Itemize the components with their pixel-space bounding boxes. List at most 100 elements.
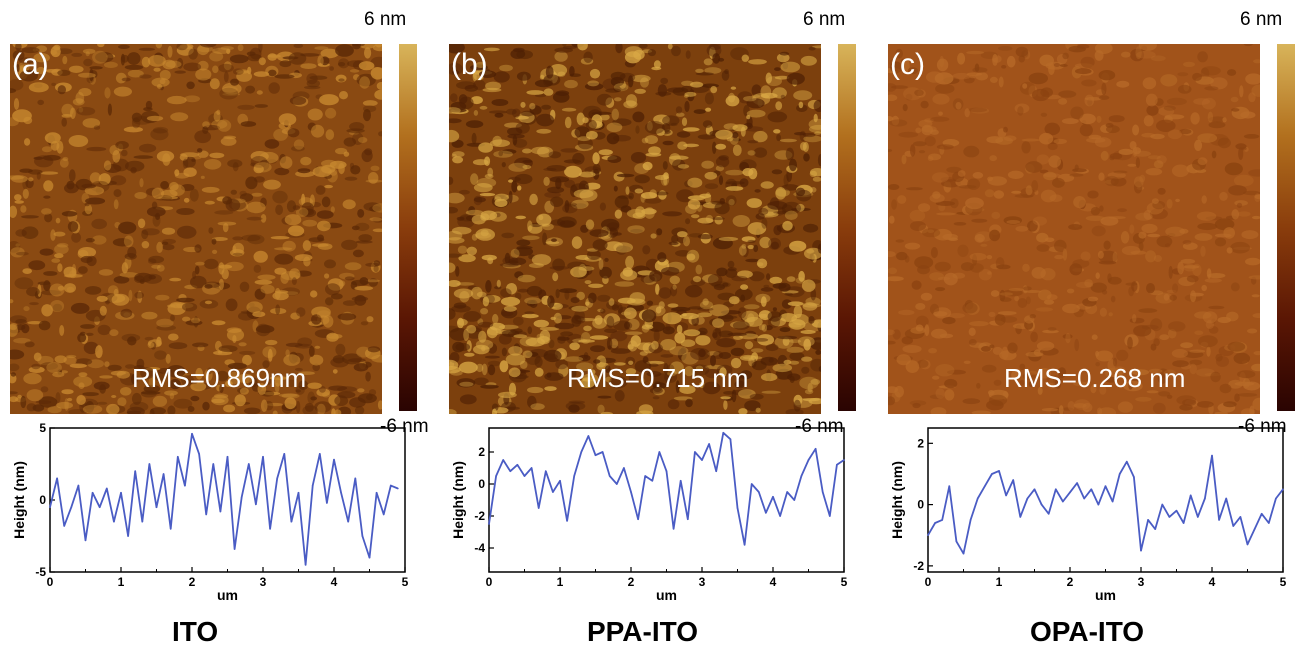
afm-grain <box>234 394 246 407</box>
afm-grain <box>699 300 714 310</box>
y-axis-label: Height (nm) <box>450 461 466 539</box>
afm-grain <box>579 189 598 202</box>
afm-grain <box>963 145 980 158</box>
afm-grain <box>131 392 142 405</box>
afm-grain <box>728 92 736 103</box>
afm-grain <box>901 58 906 63</box>
afm-grain <box>1186 275 1199 283</box>
afm-grain <box>592 152 600 165</box>
afm-grain <box>459 381 474 387</box>
afm-grain <box>740 284 749 290</box>
afm-grain <box>246 201 266 214</box>
afm-grain <box>274 247 293 251</box>
afm-grain <box>778 282 791 292</box>
afm-grain <box>1048 155 1061 168</box>
afm-grain <box>272 410 278 414</box>
afm-grain <box>1116 349 1129 361</box>
afm-grain <box>314 46 329 50</box>
afm-grain <box>274 74 295 79</box>
rms-label: RMS=0.869nm <box>132 363 307 393</box>
afm-grain <box>765 343 779 352</box>
afm-grain <box>1006 220 1021 224</box>
afm-grain <box>278 393 298 398</box>
afm-grain <box>306 79 320 88</box>
afm-grain <box>510 328 523 334</box>
afm-grain <box>999 292 1013 296</box>
afm-grain <box>31 363 41 370</box>
data-point <box>488 523 490 525</box>
afm-grain <box>269 376 289 380</box>
afm-grain <box>332 369 338 374</box>
afm-grain <box>1022 263 1030 272</box>
afm-grain <box>802 303 821 308</box>
afm-grain <box>1113 366 1126 375</box>
afm-grain <box>78 72 96 78</box>
afm-grain <box>732 131 739 139</box>
data-point <box>340 492 342 494</box>
afm-grain <box>56 140 64 154</box>
afm-grain <box>892 329 901 340</box>
afm-grain <box>1150 133 1165 140</box>
afm-grain <box>141 311 158 320</box>
afm-grain <box>308 237 325 243</box>
afm-grain <box>930 116 950 122</box>
afm-grain <box>1183 61 1195 67</box>
afm-grain <box>610 338 619 349</box>
afm-grain <box>284 214 302 226</box>
afm-grain <box>1197 51 1208 63</box>
afm-grain <box>891 199 897 210</box>
afm-grain <box>264 139 280 149</box>
data-point <box>1168 516 1171 518</box>
afm-grain <box>481 254 497 261</box>
afm-grain <box>725 186 744 191</box>
afm-grain <box>216 109 221 116</box>
afm-grain <box>728 296 740 305</box>
afm-grain <box>936 144 954 150</box>
afm-grain <box>765 72 772 84</box>
afm-grain <box>1197 133 1218 143</box>
afm-grain <box>554 51 568 62</box>
afm-grain <box>635 125 640 134</box>
afm-grain <box>624 321 630 330</box>
afm-grain <box>677 236 687 244</box>
afm-grain <box>169 378 181 390</box>
data-point <box>184 484 186 487</box>
afm-grain <box>307 382 322 389</box>
afm-grain <box>1156 235 1173 248</box>
afm-grain <box>744 126 764 132</box>
afm-grain <box>188 48 198 60</box>
afm-grain <box>928 348 937 354</box>
afm-grain <box>494 198 508 208</box>
afm-grain <box>274 267 287 275</box>
data-point <box>722 432 725 434</box>
afm-grain <box>50 229 56 241</box>
afm-grain <box>588 292 597 304</box>
afm-grain <box>1252 215 1260 220</box>
afm-grain <box>1040 189 1057 203</box>
afm-grain <box>452 70 460 74</box>
afm-grain <box>449 325 459 333</box>
afm-grain <box>1242 190 1260 196</box>
afm-grain <box>1017 106 1024 116</box>
afm-grain <box>755 293 771 304</box>
afm-grain <box>569 342 580 351</box>
data-point <box>687 518 689 520</box>
afm-grain <box>1032 216 1047 226</box>
data-point <box>772 496 774 498</box>
colorbar-max-label: 6 nm <box>803 9 846 30</box>
afm-grain <box>1036 232 1049 243</box>
afm-grain <box>222 82 242 95</box>
afm-grain <box>570 266 587 278</box>
afm-grain <box>725 95 740 107</box>
afm-grain <box>475 61 486 68</box>
afm-grain <box>504 122 522 128</box>
afm-grain <box>182 316 191 322</box>
afm-grain <box>99 305 107 316</box>
afm-grain <box>18 57 35 64</box>
afm-grain <box>190 275 207 289</box>
afm-grain <box>723 391 735 395</box>
afm-grain <box>365 262 381 267</box>
data-point <box>1225 497 1227 500</box>
afm-grain <box>288 52 307 65</box>
afm-grain <box>1175 198 1180 203</box>
